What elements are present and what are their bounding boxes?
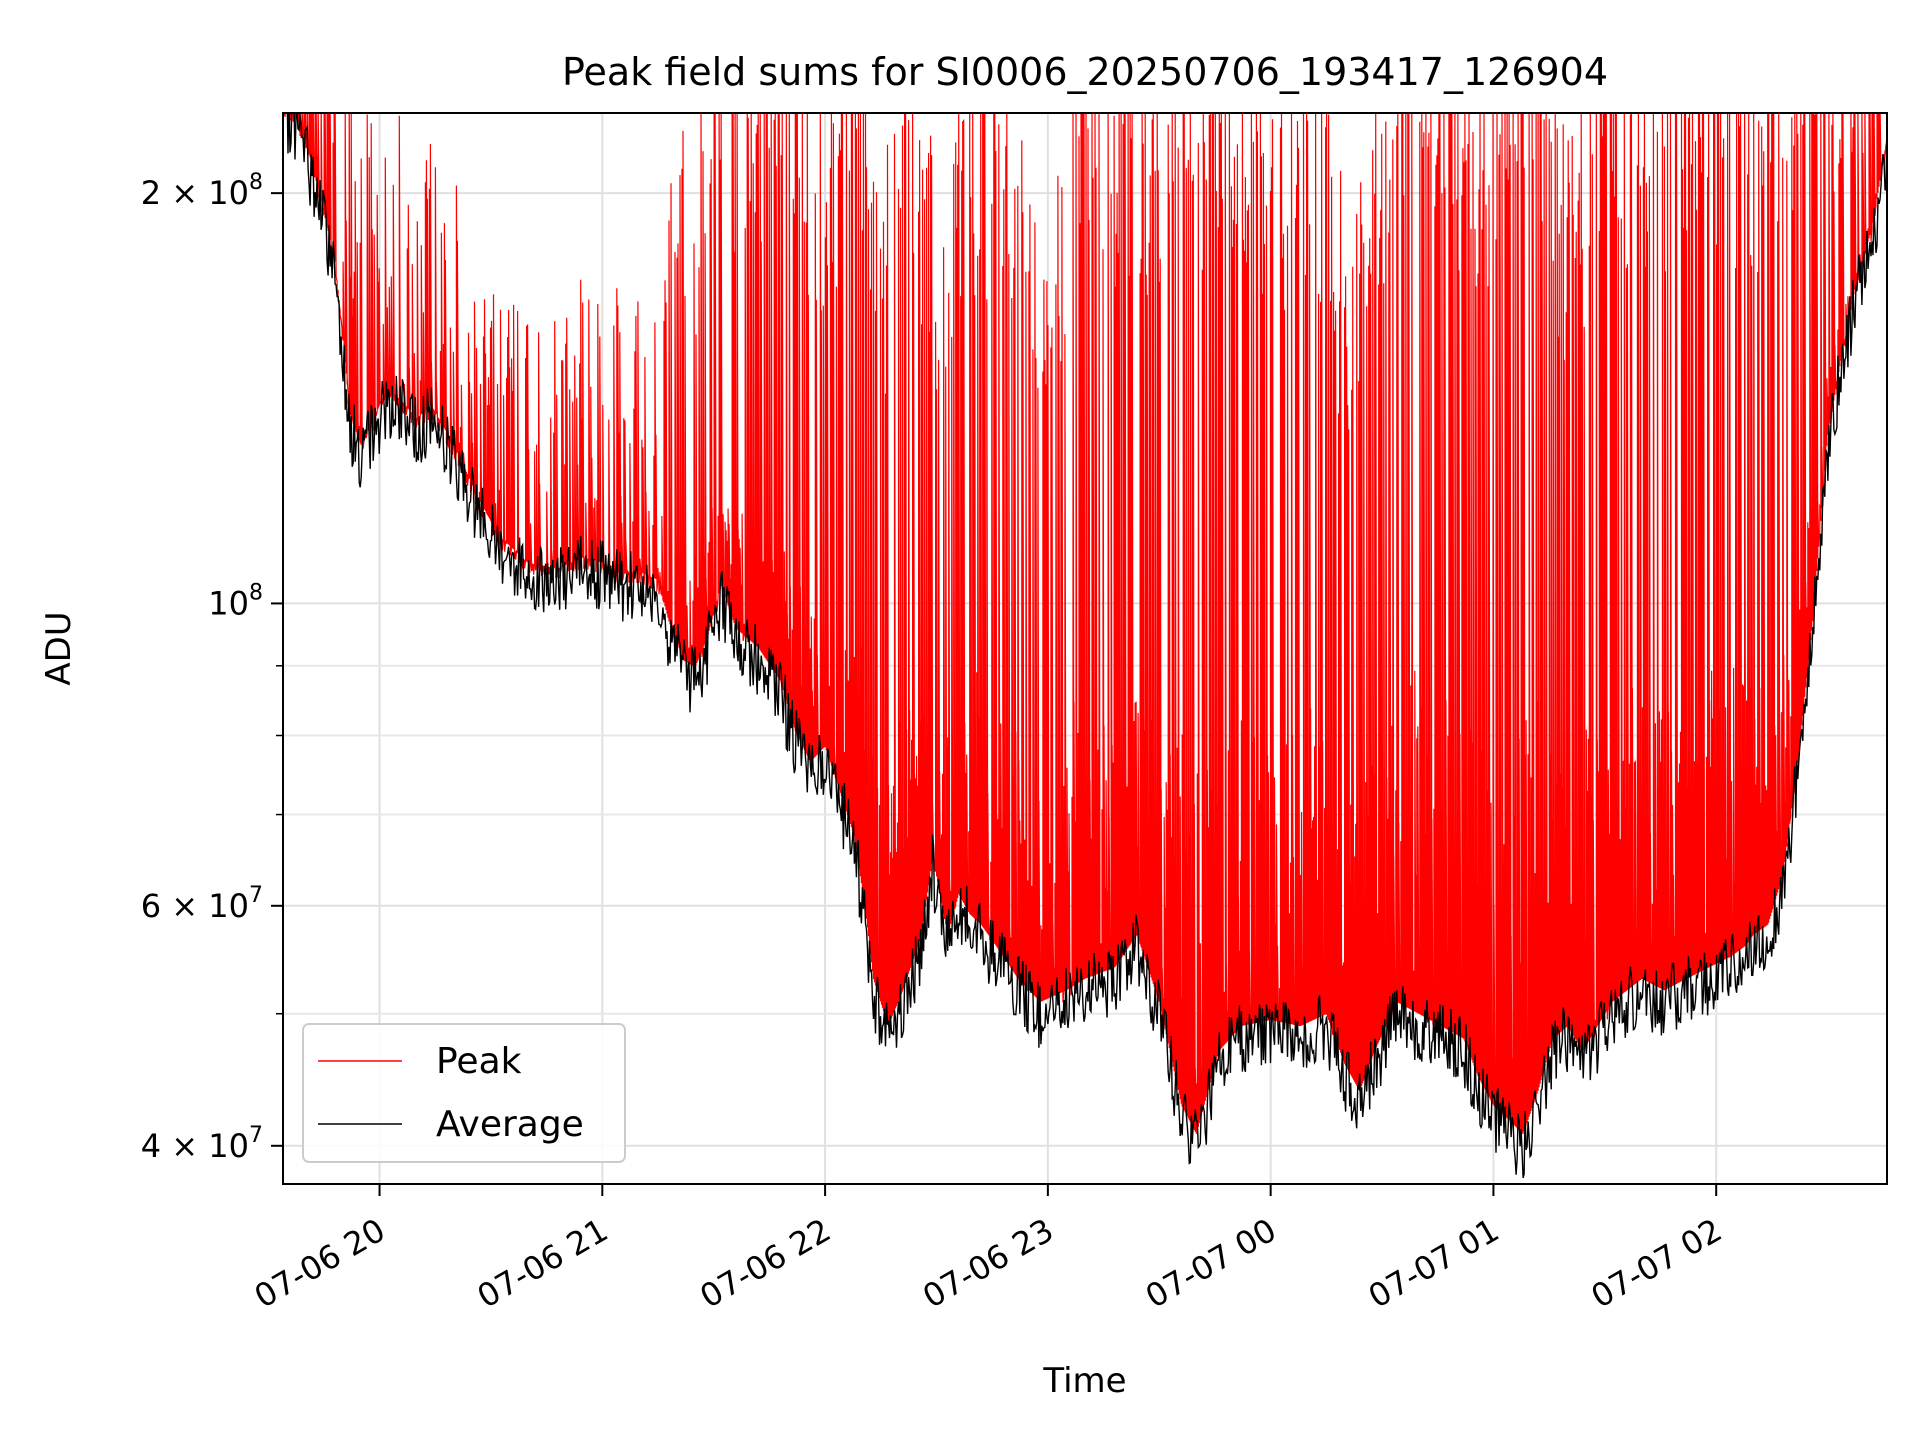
y-tick-label-base: 10 [208, 584, 249, 622]
y-tick-label: 6 × 107 [141, 883, 263, 925]
y-tick-label-exponent: 7 [249, 883, 263, 908]
plot-series [283, 113, 1887, 1179]
y-tick-label-exponent: 8 [249, 170, 263, 195]
y-axis-label: ADU [39, 611, 79, 685]
y-tick-label: 2 × 108 [141, 170, 263, 212]
axes-frame [282, 112, 1888, 1185]
y-tick-label: 4 × 107 [141, 1123, 263, 1165]
x-axis-label: Time [1042, 1361, 1126, 1401]
y-tick-label-base: 4 × 10 [141, 1127, 249, 1165]
legend: Peak Average [302, 1023, 626, 1163]
legend-label-average: Average [436, 1104, 584, 1145]
series-line-average [286, 113, 1887, 1179]
y-tick-label: 108 [208, 580, 263, 622]
y-tick-label-base: 6 × 10 [141, 887, 249, 925]
legend-box [302, 1023, 626, 1163]
chart-title: Peak field sums for SI0006_20250706_1934… [562, 50, 1608, 94]
y-tick-label-exponent: 7 [249, 1123, 263, 1148]
y-tick-label-exponent: 8 [249, 580, 263, 605]
y-tick-label-base: 2 × 10 [141, 174, 249, 212]
legend-label-peak: Peak [436, 1041, 522, 1082]
